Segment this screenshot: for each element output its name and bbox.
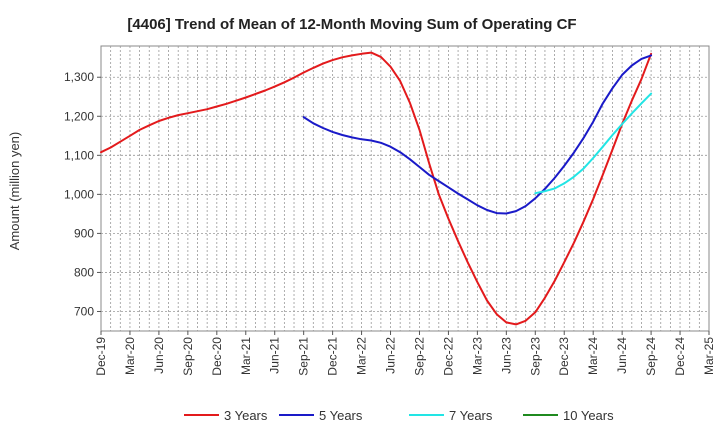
y-tick-label: 1,200 xyxy=(64,109,94,123)
legend-item: 3 Years xyxy=(184,408,268,423)
x-tick-label: Dec-22 xyxy=(441,337,455,376)
x-tick-label: Mar-20 xyxy=(123,337,137,375)
y-axis: 700 800 900 1,000 1,100 1,200 1,300 xyxy=(64,70,101,318)
x-tick-label: Sep-22 xyxy=(412,337,426,376)
x-tick-label: Mar-25 xyxy=(702,337,716,375)
y-tick-label: 900 xyxy=(74,226,94,240)
x-tick-label: Jun-21 xyxy=(268,337,282,374)
y-tick-label: 800 xyxy=(74,265,94,279)
chart-title: [4406] Trend of Mean of 12-Month Moving … xyxy=(127,16,576,33)
series-line-7-years xyxy=(534,92,653,195)
legend-label: 5 Years xyxy=(319,408,363,423)
legend-item: 5 Years xyxy=(279,408,363,423)
legend-item: 7 Years xyxy=(409,408,493,423)
legend-label: 3 Years xyxy=(224,408,268,423)
x-tick-label: Sep-20 xyxy=(181,337,195,376)
series-layer xyxy=(100,51,653,326)
x-tick-label: Jun-22 xyxy=(384,337,398,374)
legend-item: 10 Years xyxy=(523,408,614,423)
x-tick-label: Dec-23 xyxy=(557,337,571,376)
legend: 3 Years 5 Years 7 Years 10 Years xyxy=(184,408,614,423)
x-tick-label: Jun-20 xyxy=(152,337,166,374)
x-tick-label: Jun-24 xyxy=(615,337,629,374)
x-tick-label: Sep-24 xyxy=(644,337,658,376)
plot-frame xyxy=(100,45,710,332)
y-tick-label: 700 xyxy=(74,304,94,318)
legend-label: 7 Years xyxy=(449,408,493,423)
plot-area xyxy=(100,45,710,332)
series-line-3-years xyxy=(100,51,653,326)
x-tick-label: Dec-19 xyxy=(94,337,108,376)
y-tick-label: 1,100 xyxy=(64,148,94,162)
x-tick-label: Mar-21 xyxy=(239,337,253,375)
legend-label: 10 Years xyxy=(563,408,614,423)
x-tick-label: Jun-23 xyxy=(499,337,513,374)
x-tick-label: Dec-21 xyxy=(326,337,340,376)
x-tick-label: Mar-23 xyxy=(470,337,484,375)
y-axis-label: Amount (million yen) xyxy=(7,132,22,251)
x-axis: Dec-19 Mar-20 Jun-20 Sep-20 Dec-20 Mar-21 Jun-… xyxy=(94,331,716,376)
series-line-5-years xyxy=(302,54,653,215)
x-tick-label: Mar-22 xyxy=(355,337,369,375)
x-tick-label: Sep-23 xyxy=(528,337,542,376)
x-tick-label: Dec-24 xyxy=(673,337,687,376)
x-tick-label: Sep-21 xyxy=(297,337,311,376)
y-tick-label: 1,300 xyxy=(64,70,94,84)
y-tick-label: 1,000 xyxy=(64,187,94,201)
x-tick-label: Dec-20 xyxy=(210,337,224,376)
x-tick-label: Mar-24 xyxy=(586,337,600,375)
